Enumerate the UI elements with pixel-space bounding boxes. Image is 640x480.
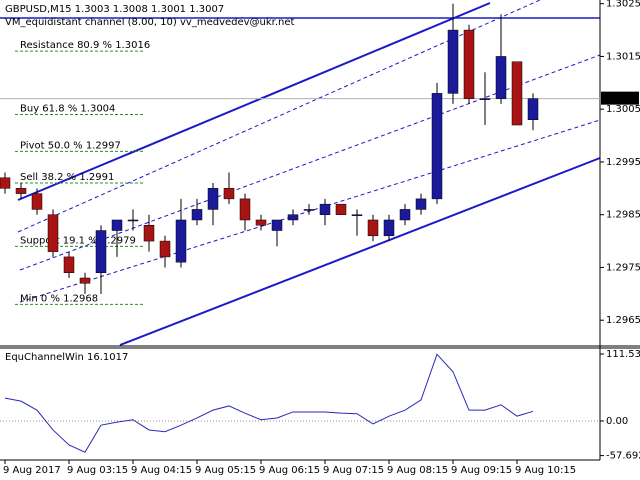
- candle-body: [511, 61, 523, 126]
- candle-body: [47, 214, 59, 252]
- candle-body: [127, 219, 139, 222]
- candle-body: [287, 214, 299, 221]
- candle-body: [79, 277, 91, 284]
- candle-body: [31, 193, 43, 210]
- y-tick-label: 1.2985: [606, 210, 640, 221]
- level-label: Min 0 % 1.2968: [20, 293, 98, 304]
- chart-title: GBPUSD,M15 1.3003 1.3008 1.3001 1.3007: [5, 4, 224, 15]
- candle-body: [303, 209, 315, 211]
- candle-body: [223, 188, 235, 200]
- price-box: [601, 91, 639, 105]
- candle-body: [367, 219, 379, 237]
- candle-body: [415, 198, 427, 210]
- y-tick-label: 1.2975: [606, 262, 640, 273]
- candle-body: [0, 177, 11, 189]
- y-tick-label: 111.5385: [606, 349, 640, 360]
- x-tick-label: 9 Aug 09:15: [451, 465, 512, 476]
- y-tick-label: 1.3005: [606, 104, 640, 115]
- y-tick-label: -57.6923: [606, 451, 640, 462]
- y-tick-label: 1.2995: [606, 157, 640, 168]
- candle-body: [335, 203, 347, 215]
- level-label: Pivot 50.0 % 1.2997: [20, 140, 121, 151]
- candle-body: [351, 214, 363, 216]
- candle-body: [447, 29, 459, 94]
- candle-body: [143, 225, 155, 242]
- candle-body: [431, 93, 443, 200]
- x-tick-label: 9 Aug 04:15: [131, 465, 192, 476]
- indicator-name: VM_equidistant channel (8.00, 10) vv_med…: [5, 17, 295, 28]
- candle-body: [463, 29, 475, 99]
- x-tick-label: 9 Aug 06:15: [259, 465, 320, 476]
- candle-body: [95, 230, 107, 273]
- channel-dash: [19, 54, 601, 271]
- y-tick-label: 1.2965: [606, 315, 640, 326]
- candle-body: [399, 209, 411, 221]
- candle-body: [15, 188, 27, 194]
- level-label: Sell 38.2 % 1.2991: [20, 172, 114, 183]
- x-tick-label: 9 Aug 07:15: [323, 465, 384, 476]
- y-tick-label: 1.3025: [606, 0, 640, 10]
- level-label: Support 19.1 % 1.2979: [20, 235, 136, 246]
- candle-body: [495, 56, 507, 99]
- x-tick-label: 9 Aug 03:15: [67, 465, 128, 476]
- x-tick-label: 9 Aug 05:15: [195, 465, 256, 476]
- channel-dash: [19, 119, 601, 303]
- channel-lower: [119, 157, 601, 346]
- x-tick-label: 9 Aug 10:15: [515, 465, 576, 476]
- candle-body: [383, 219, 395, 237]
- candle-body: [239, 198, 251, 221]
- candle-body: [175, 219, 187, 263]
- oscillator-title: EquChannelWin 16.1017: [5, 352, 128, 363]
- x-tick-label: 9 Aug 08:15: [387, 465, 448, 476]
- y-tick-label: 1.3015: [606, 51, 640, 62]
- candle-body: [319, 203, 331, 215]
- y-tick-label: 0.00: [606, 416, 628, 427]
- candle-body: [191, 209, 203, 221]
- candle-body: [63, 256, 75, 273]
- candle-body: [159, 240, 171, 258]
- candle-body: [255, 219, 267, 226]
- x-tick-label: 9 Aug 2017: [3, 465, 61, 476]
- level-label: Buy 61.8 % 1.3004: [20, 103, 115, 114]
- candle-body: [479, 98, 491, 100]
- oscillator-line: [4, 353, 534, 453]
- candle-body: [271, 219, 283, 231]
- level-label: Resistance 80.9 % 1.3016: [20, 40, 150, 51]
- channel-upper: [17, 2, 491, 201]
- candle-body: [527, 98, 539, 120]
- candle-body: [111, 219, 123, 231]
- candle-body: [207, 188, 219, 210]
- current-price: 1.3007: [604, 94, 639, 105]
